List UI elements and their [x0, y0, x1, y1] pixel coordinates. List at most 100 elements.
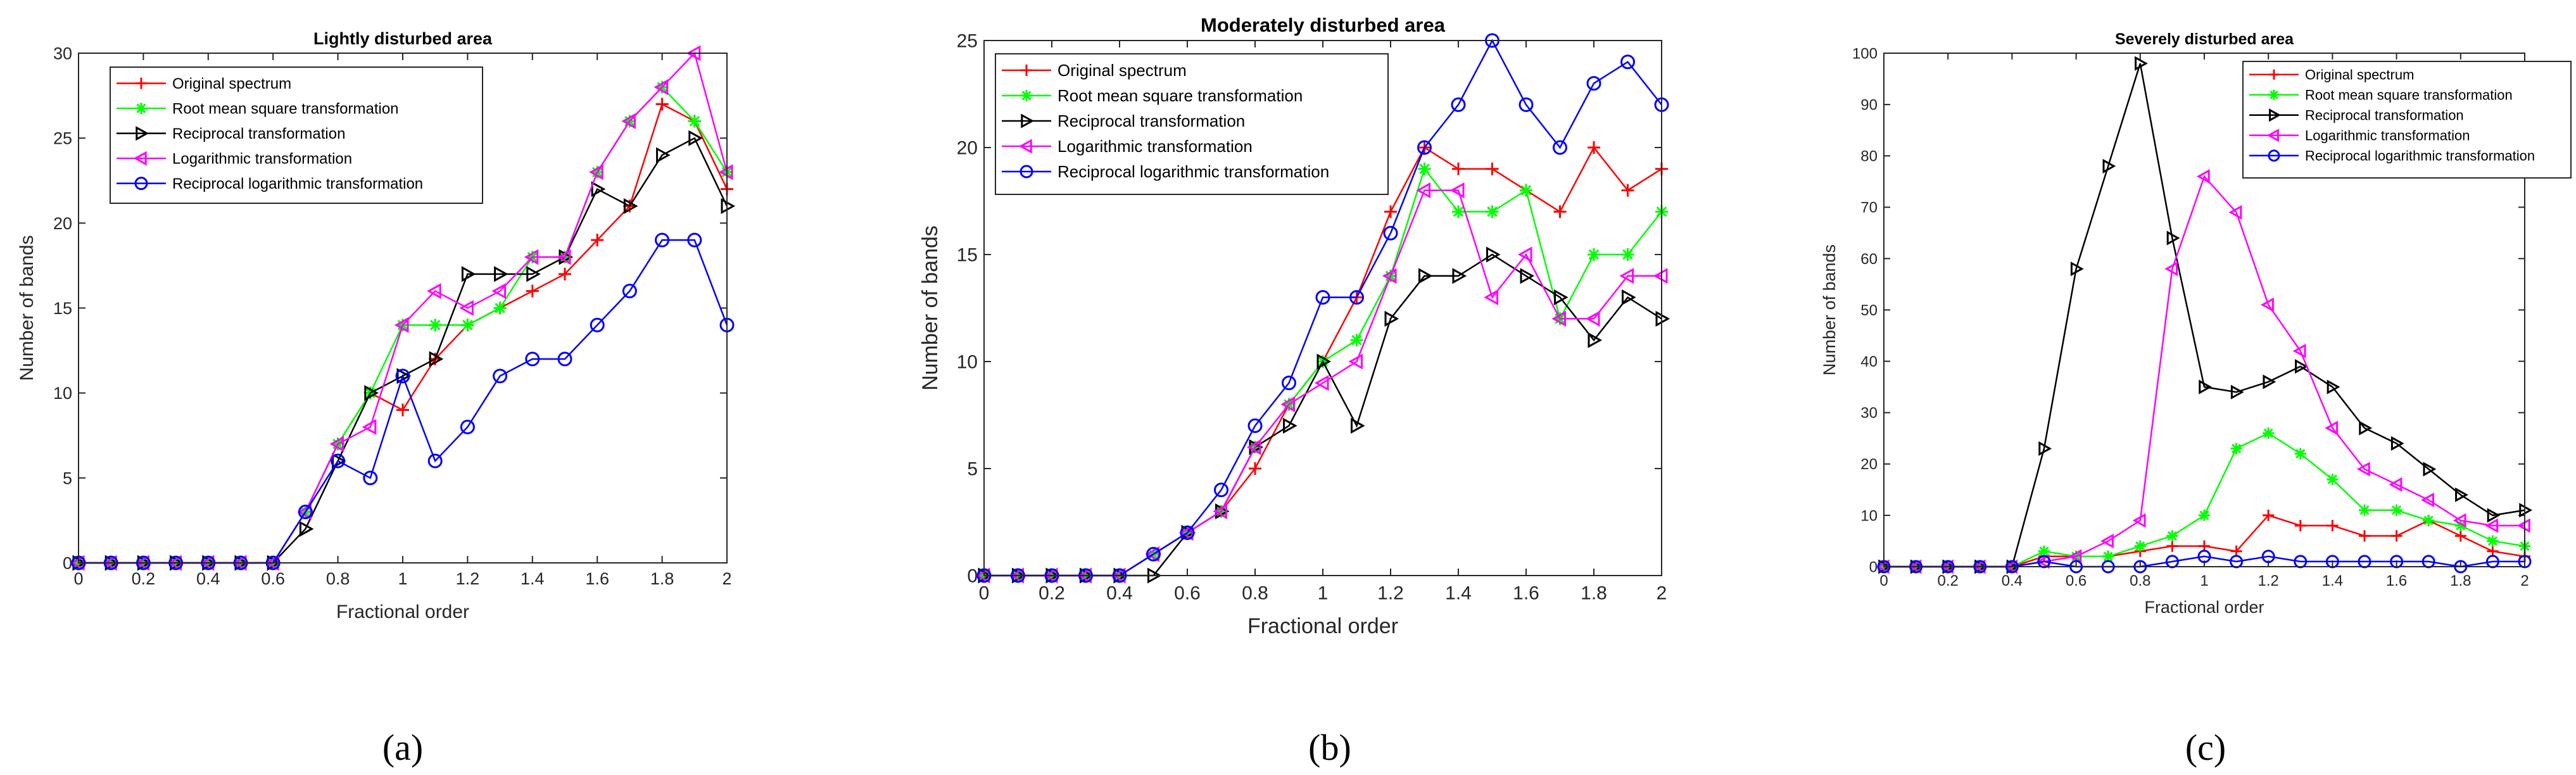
legend: Original spectrum Root mean square transf… — [2242, 61, 2572, 179]
data-point — [2164, 261, 2178, 277]
legend-entry: Logarithmic transformation — [2305, 128, 2470, 144]
data-point — [589, 164, 603, 180]
data-point — [1146, 546, 1161, 562]
chart-panel-b: 0 0.2 0.4 0.6 0.8 1 1.2 1.4 1.6 1.8 20510152025Ori… — [918, 14, 1670, 768]
legend-entry: Reciprocal logarithmic transformation — [2305, 148, 2535, 164]
y-tick-label: 15 — [53, 299, 72, 318]
data-point — [1384, 310, 1399, 327]
data-point — [2102, 550, 2114, 562]
legend-entry: Reciprocal transformation — [172, 125, 345, 142]
y-tick-label: 10 — [1860, 507, 1878, 524]
data-point — [1282, 375, 1296, 391]
data-point — [687, 232, 702, 248]
data-point — [1451, 97, 1466, 112]
data-point — [1315, 290, 1330, 305]
axes-frame — [78, 53, 728, 564]
x-tick-label: 1.8 — [1581, 583, 1607, 604]
data-point — [2359, 504, 2370, 516]
data-point — [559, 267, 571, 280]
panel-caption: (c) — [2185, 727, 2226, 768]
data-point — [2196, 169, 2210, 184]
panel-caption: (b) — [1308, 727, 1351, 768]
data-point — [2454, 530, 2466, 542]
data-point — [1383, 225, 1398, 241]
data-point — [395, 369, 410, 384]
data-point — [459, 299, 474, 317]
data-point — [362, 419, 377, 435]
chart-title: Severely disturbed area — [2115, 30, 2294, 48]
data-point — [1452, 268, 1467, 284]
legend-entry: Original spectrum — [2305, 67, 2414, 83]
axes-frame — [983, 40, 1662, 576]
x-tick-label: 0.4 — [196, 569, 220, 588]
data-point — [396, 403, 409, 417]
x-tick-label: 1.2 — [1377, 583, 1404, 604]
data-point — [1486, 205, 1499, 218]
x-axis-label: Fractional order — [1247, 614, 1398, 638]
data-point — [2100, 533, 2114, 548]
data-point — [2166, 530, 2178, 542]
data-point — [591, 234, 604, 247]
data-point — [2487, 508, 2501, 523]
x-tick-label: 2 — [722, 569, 731, 588]
data-point — [2263, 374, 2276, 389]
data-point — [2132, 513, 2146, 528]
data-point — [1180, 525, 1195, 540]
data-point — [1213, 503, 1227, 520]
legend-marker — [1021, 90, 1032, 101]
data-point — [364, 385, 379, 401]
x-tick-label: 1.4 — [1445, 583, 1472, 604]
data-point — [526, 284, 539, 298]
data-point — [299, 520, 314, 537]
data-point — [2294, 448, 2306, 460]
panel-caption: (a) — [382, 727, 423, 768]
legend-entry: Root mean square transformation — [2305, 87, 2513, 103]
data-point — [2423, 462, 2437, 477]
data-point — [2038, 545, 2050, 557]
y-tick-label: 20 — [957, 138, 978, 159]
x-tick-label: 2 — [2520, 572, 2529, 589]
data-point — [1246, 439, 1261, 455]
data-point — [524, 249, 539, 265]
data-point — [1418, 268, 1433, 284]
y-tick-label: 25 — [957, 31, 978, 52]
data-point — [526, 266, 541, 282]
legend-marker — [136, 77, 147, 89]
x-tick-label: 1 — [2200, 572, 2208, 589]
x-tick-label: 0.6 — [2066, 572, 2087, 589]
data-point — [461, 266, 476, 282]
data-point — [1214, 482, 1228, 498]
data-point — [332, 453, 346, 469]
data-point — [1351, 417, 1365, 434]
data-point — [557, 351, 572, 367]
y-tick-label: 10 — [957, 352, 978, 373]
x-tick-label: 2 — [1657, 583, 1667, 604]
data-point — [2199, 379, 2213, 394]
x-tick-label: 1.2 — [2258, 572, 2279, 589]
y-tick-label: 30 — [1860, 405, 1878, 422]
legend-marker — [136, 103, 147, 115]
x-tick-label: 1.4 — [2322, 572, 2343, 589]
y-tick-label: 70 — [1860, 199, 1878, 217]
data-point — [1178, 524, 1194, 541]
data-point — [1280, 396, 1295, 413]
data-point — [493, 301, 507, 315]
x-tick-label: 0 — [1879, 572, 1888, 589]
data-point — [1588, 332, 1603, 348]
data-point — [2292, 343, 2306, 358]
data-point — [2263, 427, 2275, 439]
data-point — [1551, 310, 1566, 327]
legend-entry: Reciprocal transformation — [1058, 111, 1245, 130]
data-point — [1316, 353, 1332, 370]
x-tick-label: 1.4 — [521, 569, 545, 588]
legend-marker — [133, 151, 147, 166]
data-point — [2390, 436, 2404, 451]
x-axis-label: Fractional order — [2144, 598, 2264, 617]
data-point — [491, 283, 507, 299]
data-point — [1588, 141, 1600, 154]
legend-marker — [1021, 113, 1035, 129]
data-point — [556, 249, 571, 265]
data-point — [2135, 56, 2148, 71]
data-point — [2327, 520, 2339, 532]
